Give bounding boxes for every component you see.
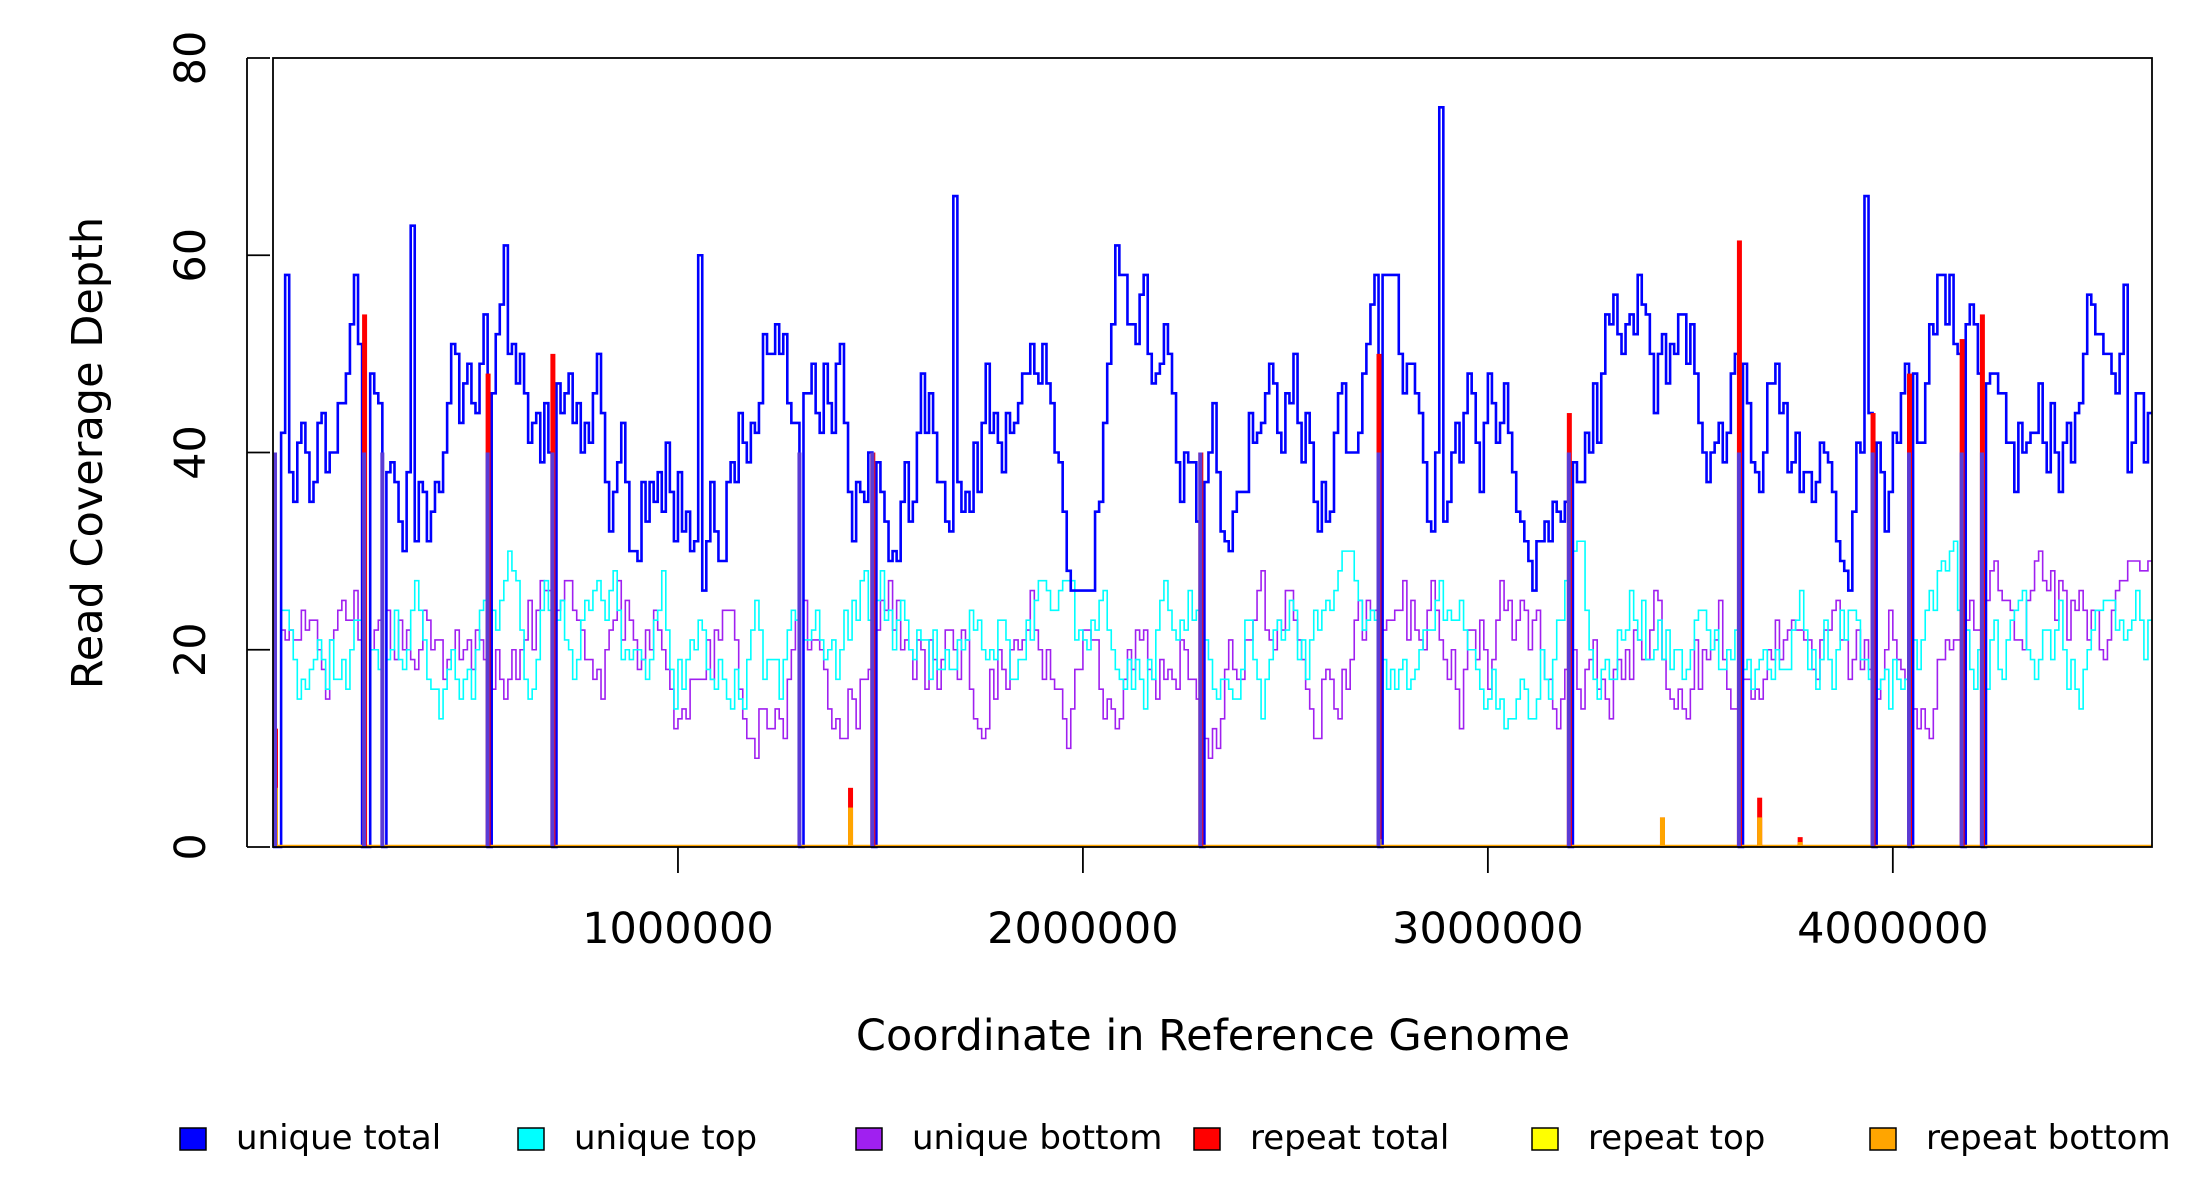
legend-swatch	[179, 1127, 207, 1151]
legend-label: unique total	[236, 1118, 441, 1158]
legend-item-repeat-bottom: repeat bottom	[1869, 1118, 2171, 1158]
legend-swatch	[855, 1127, 883, 1151]
legend-label: repeat bottom	[1926, 1118, 2171, 1158]
repeat-bottom-spike	[1757, 817, 1763, 847]
legend-item-repeat-top: repeat top	[1531, 1118, 1765, 1158]
series-unique-bottom	[273, 550, 2152, 848]
y-tick-label: 0	[166, 833, 216, 860]
x-tick-label: 4000000	[1797, 904, 1989, 954]
legend-item-unique-top: unique top	[517, 1118, 757, 1158]
legend: unique total unique top unique bottom repea…	[179, 1118, 2171, 1158]
legend-swatch	[1531, 1127, 1559, 1151]
repeat-bottom-spike	[1797, 842, 1803, 847]
repeat-bottom-spike	[848, 807, 854, 847]
plot-frame	[272, 57, 2153, 848]
repeat-bottom-spike	[1659, 817, 1665, 847]
legend-swatch	[1193, 1127, 1221, 1151]
x-axis-title: Coordinate in Reference Genome	[856, 1011, 1570, 1061]
x-tick-label: 2000000	[987, 904, 1179, 954]
y-tick-label: 60	[166, 228, 216, 283]
y-tick-label: 80	[166, 31, 216, 86]
y-tick-label: 20	[166, 622, 216, 677]
axes-layer: 0 20 40 60 80 1000000 2000000 3000000 4000000	[166, 31, 1989, 954]
legend-item-unique-bottom: unique bottom	[855, 1118, 1162, 1158]
legend-label: unique bottom	[912, 1118, 1162, 1158]
legend-swatch	[1869, 1127, 1897, 1151]
legend-swatch	[517, 1127, 545, 1151]
x-tick-label: 1000000	[582, 904, 774, 954]
legend-item-unique-total: unique total	[179, 1118, 441, 1158]
series-layer	[273, 106, 2152, 849]
legend-item-repeat-total: repeat total	[1193, 1118, 1449, 1158]
legend-label: unique top	[574, 1118, 757, 1158]
legend-label: repeat top	[1588, 1118, 1765, 1158]
y-tick-label: 40	[166, 425, 216, 480]
y-axis-title: Read Coverage Depth	[63, 217, 113, 689]
legend-label: repeat total	[1250, 1118, 1449, 1158]
x-tick-label: 3000000	[1392, 904, 1584, 954]
series-unique-total	[273, 106, 2152, 849]
series-unique-top	[273, 540, 2152, 848]
